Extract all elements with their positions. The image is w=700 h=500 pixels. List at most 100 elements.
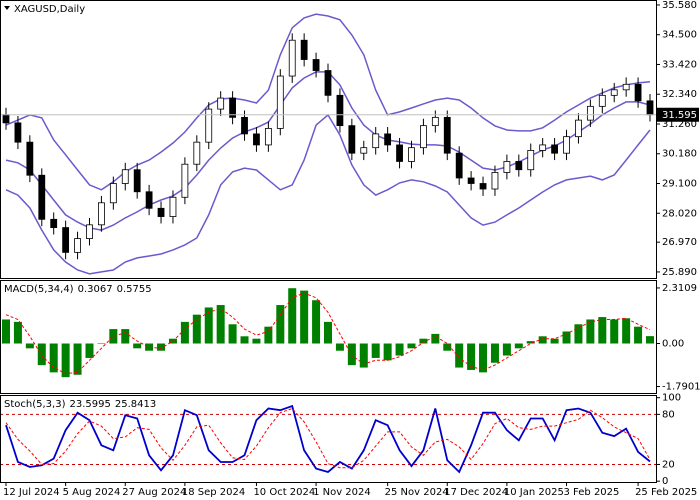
macd-bar (514, 343, 523, 349)
macd-panel-frame (0, 280, 657, 394)
candle-body (133, 169, 141, 193)
y-tick-label: 26.970 (662, 237, 697, 248)
macd-bar (383, 343, 392, 361)
candle-body (539, 144, 547, 151)
candle-body (610, 89, 618, 96)
macd-bar (407, 343, 416, 349)
macd-bar (324, 321, 332, 344)
candle-body (145, 191, 153, 209)
candle-body (479, 183, 487, 190)
macd-bar (335, 343, 344, 351)
candle-body (503, 161, 511, 173)
y-tick-label: 31.260 (662, 119, 697, 130)
macd-bar (526, 341, 535, 344)
candle-body (575, 119, 582, 138)
macd-bar (622, 318, 631, 344)
candle-body (431, 116, 439, 127)
candle-body (396, 144, 403, 162)
candle-body (50, 218, 58, 228)
y-tick-label: -1.7901 (662, 382, 700, 393)
macd-bar (431, 333, 440, 344)
macd-bar (133, 343, 142, 349)
macd-bar (634, 326, 643, 344)
y-tick-label: 28.020 (662, 208, 697, 219)
candle-body (86, 224, 93, 240)
macd-bar (371, 343, 380, 358)
x-tick-label: 25 Feb 2025 (635, 487, 697, 498)
macd-bar (562, 331, 571, 344)
candle-body (360, 147, 368, 154)
macd-bar (85, 343, 94, 358)
signal-line (5, 292, 651, 375)
macd-bar (359, 343, 368, 368)
x-tick-label: 3 Feb 2025 (564, 487, 620, 498)
price-panel-frame (0, 0, 657, 279)
candle-body (384, 133, 392, 146)
macd-bar (455, 343, 464, 368)
macd-bar (180, 321, 189, 344)
y-tick-label: 0 (662, 476, 668, 487)
macd-bar (121, 329, 130, 344)
macd-bar (240, 336, 249, 344)
candle-body (586, 105, 594, 121)
candle-body (491, 172, 499, 190)
x-tick-label: 5 Aug 2024 (63, 487, 121, 498)
macd-bar (264, 326, 273, 344)
macd-bar (13, 321, 22, 344)
candle-body (181, 163, 189, 198)
candle-body (121, 169, 129, 184)
macd-bar (61, 343, 70, 378)
candle-body (288, 39, 296, 77)
macd-bar (550, 338, 559, 344)
x-tick-label: 12 Jul 2024 (3, 487, 60, 498)
candle-body (169, 196, 177, 217)
candle-body (527, 150, 535, 171)
candle-body (26, 141, 34, 176)
macd-bar (216, 305, 225, 344)
candle-body (253, 133, 260, 146)
macd-bar (288, 288, 297, 344)
x-tick-label: 17 Dec 2024 (444, 487, 508, 498)
macd-value: 0.3067 (78, 284, 113, 295)
candle-body (38, 174, 46, 220)
chart-title: XAGUSD,Daily (14, 4, 85, 15)
y-tick-label: 30.180 (662, 149, 697, 160)
candle-body (622, 83, 630, 91)
candle-body (443, 116, 451, 154)
candle-body (14, 122, 22, 143)
macd-bar (2, 319, 10, 344)
candle-body (551, 144, 558, 154)
macd-bar (479, 343, 488, 373)
macd-bar (49, 343, 58, 373)
x-tick-label: 10 Jan 2025 (504, 487, 564, 498)
macd-bar (347, 343, 356, 366)
stoch-panel-frame (0, 395, 657, 483)
price-label-box (657, 107, 699, 122)
macd-bar (300, 290, 309, 344)
macd-bar (157, 343, 166, 351)
candle-body (205, 108, 213, 143)
y-tick-label: 80 (662, 409, 675, 420)
candle-body (336, 94, 344, 127)
macd-bar (467, 343, 476, 370)
x-tick-label: 10 Oct 2024 (253, 487, 315, 498)
candle-body (193, 141, 201, 165)
y-tick-label: 35.580 (662, 0, 697, 11)
candle-body (109, 183, 117, 204)
macd-bar (37, 343, 46, 366)
macd-bar (192, 314, 201, 344)
candle-body (563, 136, 570, 154)
macd-bar (502, 343, 511, 356)
x-tick-label: 1 Nov 2024 (313, 487, 371, 498)
candle-body (420, 125, 427, 149)
y-tick-label: 33.420 (662, 59, 697, 70)
macd-bar (443, 343, 452, 351)
candle-body (241, 116, 248, 135)
macd-bar (25, 343, 34, 349)
macd-bar (586, 319, 595, 344)
macd-header: MACD(5,34,4) 0.3067 0.5755 (4, 284, 152, 295)
candle-body (598, 94, 606, 107)
macd-bar (574, 324, 583, 344)
candle-body (467, 177, 475, 184)
